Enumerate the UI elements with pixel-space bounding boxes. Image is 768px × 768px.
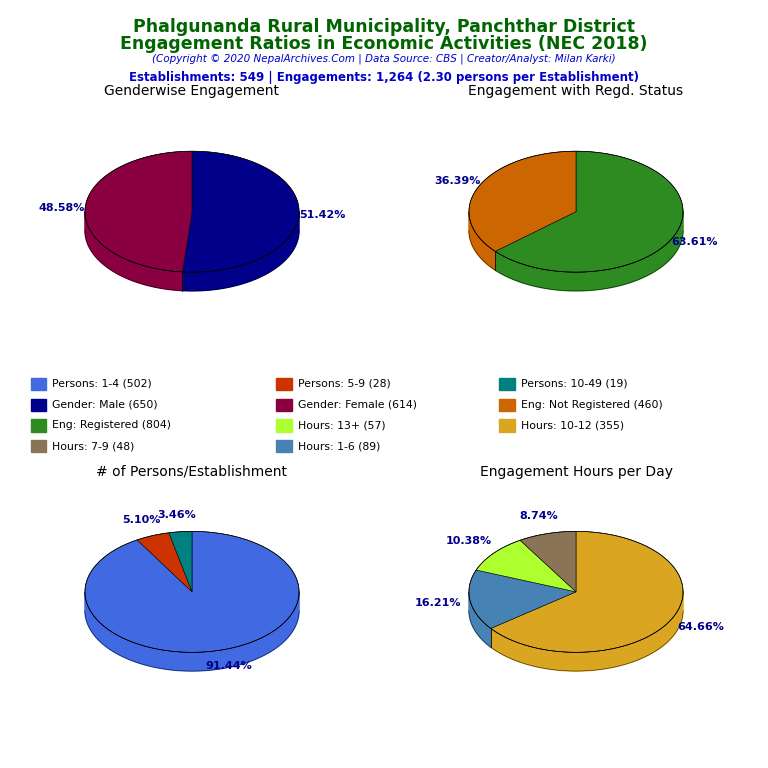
Text: 3.46%: 3.46% (157, 510, 197, 520)
Title: Genderwise Engagement: Genderwise Engagement (104, 84, 280, 98)
Polygon shape (469, 592, 491, 647)
Text: 63.61%: 63.61% (671, 237, 718, 247)
Text: Persons: 1-4 (502): Persons: 1-4 (502) (52, 379, 152, 389)
Polygon shape (520, 531, 576, 592)
Text: 8.74%: 8.74% (519, 511, 558, 521)
Polygon shape (85, 592, 299, 671)
Polygon shape (491, 531, 683, 652)
Polygon shape (183, 151, 299, 272)
Polygon shape (469, 151, 576, 251)
Text: Persons: 5-9 (28): Persons: 5-9 (28) (298, 379, 391, 389)
Polygon shape (476, 540, 576, 592)
Polygon shape (491, 592, 683, 671)
Text: Persons: 10-49 (19): Persons: 10-49 (19) (521, 379, 627, 389)
Text: (Copyright © 2020 NepalArchives.Com | Data Source: CBS | Creator/Analyst: Milan : (Copyright © 2020 NepalArchives.Com | Da… (152, 54, 616, 65)
Polygon shape (169, 531, 192, 592)
Text: 36.39%: 36.39% (434, 176, 480, 186)
Text: Hours: 1-6 (89): Hours: 1-6 (89) (298, 441, 380, 452)
Title: # of Persons/Establishment: # of Persons/Establishment (97, 465, 287, 478)
Title: Engagement with Regd. Status: Engagement with Regd. Status (468, 84, 684, 98)
Text: Hours: 13+ (57): Hours: 13+ (57) (298, 420, 386, 431)
Text: 48.58%: 48.58% (38, 204, 84, 214)
Polygon shape (469, 212, 495, 270)
Text: 16.21%: 16.21% (415, 598, 462, 607)
Polygon shape (85, 151, 192, 272)
Polygon shape (137, 533, 192, 592)
Text: Engagement Ratios in Economic Activities (NEC 2018): Engagement Ratios in Economic Activities… (121, 35, 647, 52)
Polygon shape (495, 151, 683, 272)
Text: 10.38%: 10.38% (446, 537, 492, 547)
Polygon shape (183, 212, 299, 291)
Text: Phalgunanda Rural Municipality, Panchthar District: Phalgunanda Rural Municipality, Panchtha… (133, 18, 635, 35)
Title: Engagement Hours per Day: Engagement Hours per Day (479, 465, 673, 478)
Text: 51.42%: 51.42% (300, 210, 346, 220)
Text: Hours: 7-9 (48): Hours: 7-9 (48) (52, 441, 134, 452)
Text: Eng: Not Registered (460): Eng: Not Registered (460) (521, 399, 663, 410)
Text: Establishments: 549 | Engagements: 1,264 (2.30 persons per Establishment): Establishments: 549 | Engagements: 1,264… (129, 71, 639, 84)
Text: 64.66%: 64.66% (677, 622, 724, 632)
Text: Gender: Male (650): Gender: Male (650) (52, 399, 158, 410)
Polygon shape (495, 212, 683, 291)
Polygon shape (469, 570, 576, 628)
Polygon shape (85, 212, 183, 290)
Text: Gender: Female (614): Gender: Female (614) (298, 399, 417, 410)
Text: 91.44%: 91.44% (205, 661, 252, 671)
Text: Eng: Registered (804): Eng: Registered (804) (52, 420, 171, 431)
Text: 5.10%: 5.10% (122, 515, 161, 525)
Polygon shape (85, 531, 299, 652)
Text: Hours: 10-12 (355): Hours: 10-12 (355) (521, 420, 624, 431)
